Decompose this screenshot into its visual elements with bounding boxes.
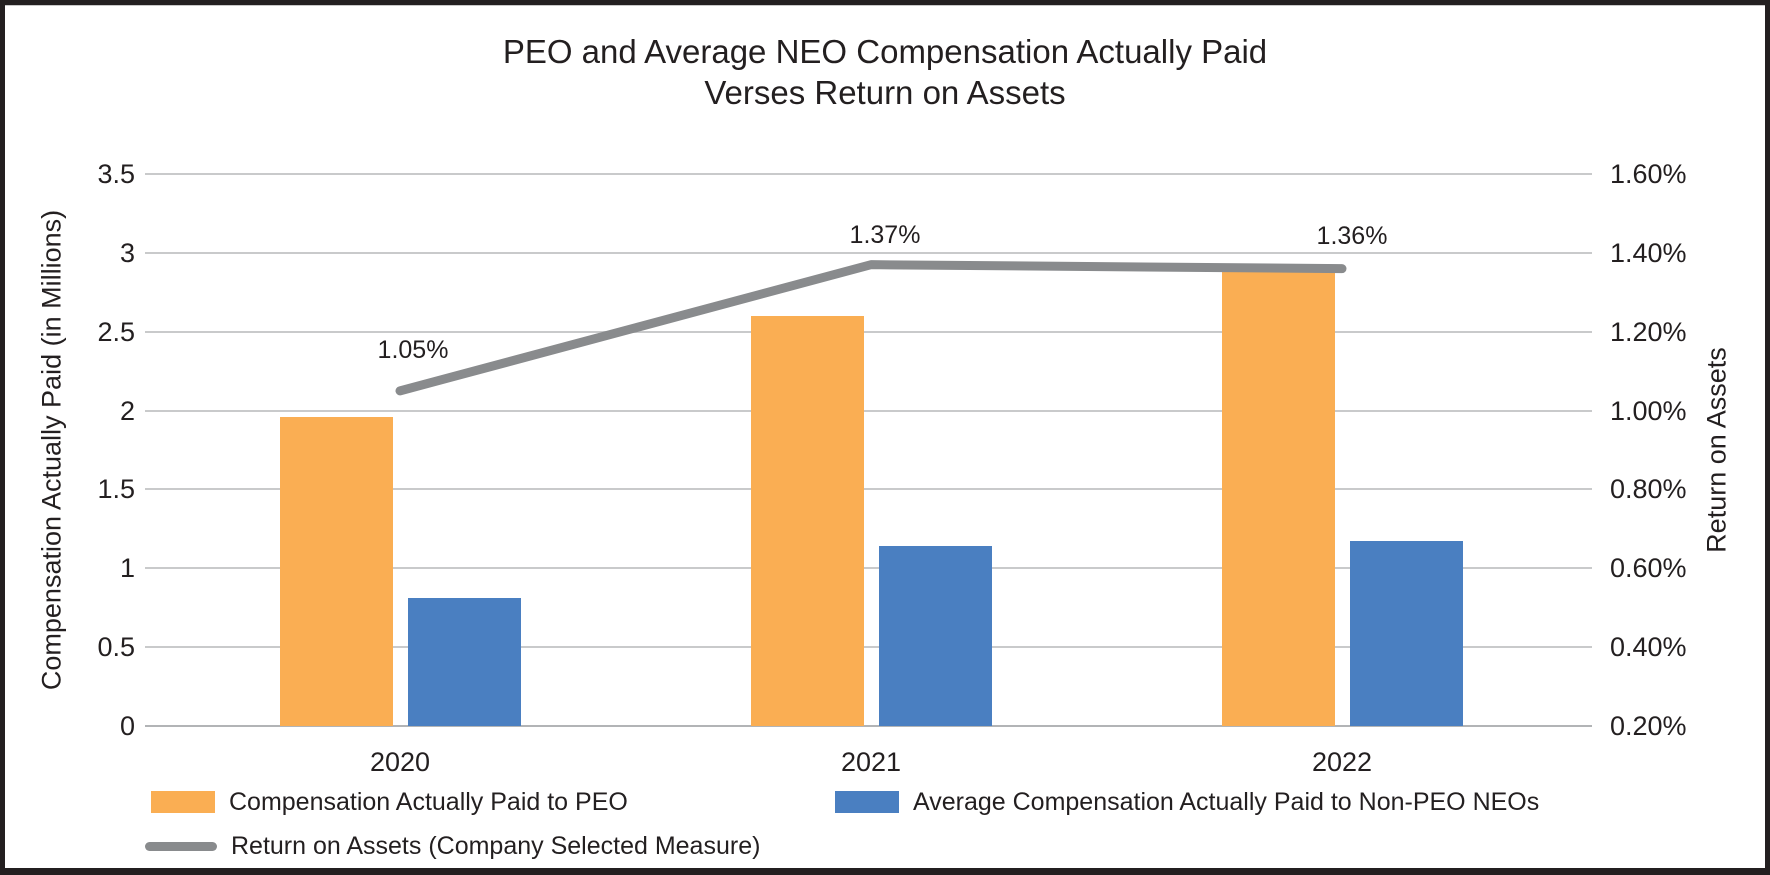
y2-axis-tick-label: 0.60% <box>1610 553 1687 584</box>
bar-peo-2020 <box>279 416 393 726</box>
y2-axis-tick-label: 1.40% <box>1610 237 1687 268</box>
right-axis-title: Return on Assets <box>1701 347 1732 553</box>
chart-title-line2: Verses Return on Assets <box>704 74 1066 111</box>
x-axis-label-2021: 2021 <box>840 747 902 777</box>
y2-axis-tick-label: 1.60% <box>1610 159 1687 189</box>
y-axis-tick-label: 3 <box>119 237 135 268</box>
x-axis-label-2022: 2022 <box>1311 747 1373 777</box>
y-axis-tick-label: 2 <box>119 395 135 426</box>
y-axis-tick-label: 0 <box>119 711 135 741</box>
y2-axis-tick-label: 0.20% <box>1610 711 1687 741</box>
gridline <box>145 330 1592 333</box>
plot-area: 0 0.20% 0.5 0.40% 1 0.60% 1.5 0.80% 2 1.00% 2.5 1.2… <box>97 159 1686 777</box>
roa-line <box>395 260 1347 396</box>
legend-swatch-roa-line <box>145 841 217 851</box>
y-axis-tick-label: 1 <box>119 553 135 584</box>
y-axis-tick-label: 1.5 <box>97 474 135 505</box>
gridline <box>145 251 1592 254</box>
gridline <box>145 725 1592 727</box>
x-axis-label-2020: 2020 <box>369 747 431 777</box>
roa-data-label-2020: 1.05% <box>377 335 449 364</box>
chart-title: PEO and Average NEO Compensation Actuall… <box>5 31 1765 113</box>
legend-item-roa: Return on Assets (Company Selected Measu… <box>145 832 760 860</box>
y-axis-tick-label: 3.5 <box>97 159 135 189</box>
y2-axis-tick-label: 1.00% <box>1610 395 1687 426</box>
bar-non-peo-neo-2021 <box>878 546 992 726</box>
roa-data-label-2021: 1.37% <box>849 220 921 249</box>
legend-label-peo: Compensation Actually Paid to PEO <box>229 787 628 816</box>
legend-swatch-peo <box>151 791 215 813</box>
y-axis-tick-label: 2.5 <box>97 316 135 347</box>
y2-axis-tick-label: 0.40% <box>1610 632 1687 663</box>
y2-axis-tick-label: 1.20% <box>1610 316 1687 347</box>
bar-non-peo-neo-2020 <box>407 598 521 726</box>
gridline <box>145 173 1592 175</box>
legend-label-non-peo-neo: Average Compensation Actually Paid to No… <box>913 787 1540 816</box>
gridline <box>145 409 1592 412</box>
bar-peo-2021 <box>750 315 864 726</box>
y2-axis-tick-label: 0.80% <box>1610 474 1687 505</box>
legend-label-roa: Return on Assets (Company Selected Measu… <box>231 831 761 860</box>
roa-data-label-2022: 1.36% <box>1316 221 1388 250</box>
chart-title-line1: PEO and Average NEO Compensation Actuall… <box>502 33 1268 70</box>
bar-peo-2022 <box>1221 265 1335 726</box>
y-axis-tick-label: 0.5 <box>97 632 135 663</box>
legend-item-non-peo-neo: Average Compensation Actually Paid to No… <box>835 788 1539 816</box>
left-axis-title: Compensation Actually Paid (in Millions) <box>36 209 67 691</box>
legend-item-peo: Compensation Actually Paid to PEO <box>151 788 628 816</box>
bar-non-peo-neo-2022 <box>1349 541 1463 726</box>
gridline <box>145 646 1592 649</box>
legend-swatch-non-peo-neo <box>835 791 899 813</box>
gridline <box>145 567 1592 570</box>
gridline <box>145 488 1592 491</box>
